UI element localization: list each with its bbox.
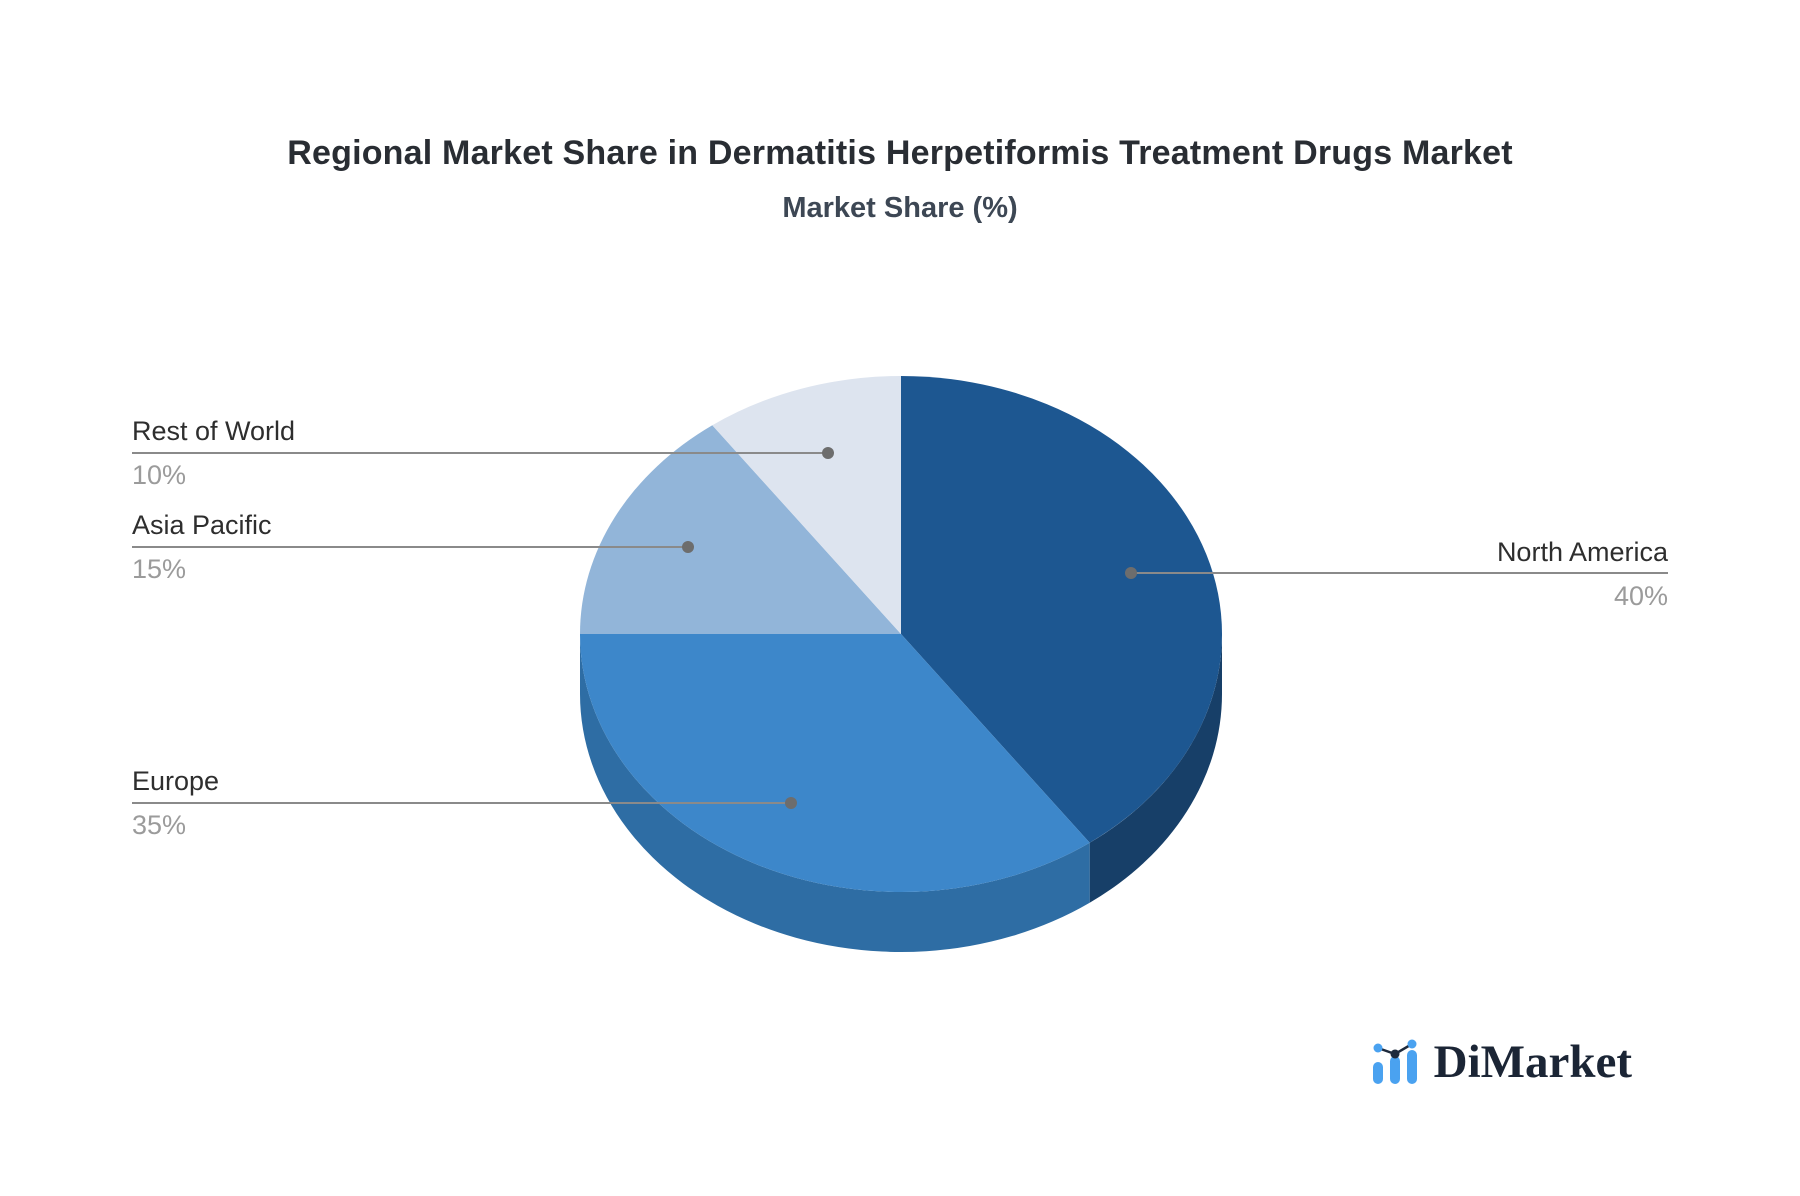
callout-europe: Europe 35% <box>132 765 219 841</box>
leader-dot-europe <box>785 797 797 809</box>
callout-label: Asia Pacific <box>132 510 272 540</box>
callout-label: Europe <box>132 766 220 796</box>
bar-line-chart-icon <box>1372 1039 1417 1084</box>
callout-north-america: North America 40% <box>1497 536 1668 612</box>
callout-percent: 35% <box>132 810 187 840</box>
pie-slice-europe[interactable] <box>580 634 1090 893</box>
callout-label: Rest of World <box>132 416 296 446</box>
chart-title: Regional Market Share in Dermatitis Herp… <box>287 134 1513 172</box>
callout-percent: 10% <box>132 460 187 490</box>
leader-dot-north-america <box>1125 567 1137 579</box>
callout-percent: 15% <box>132 554 187 584</box>
logo-text: DiMarket <box>1433 1036 1632 1088</box>
chart-subtitle: Market Share (%) <box>782 192 1018 224</box>
callout-percent: 40% <box>1613 581 1668 611</box>
pie-3d-sides <box>580 634 1222 953</box>
callout-asia-pacific: Asia Pacific 15% <box>132 509 272 585</box>
pie-slice-side-north-america <box>1089 634 1222 903</box>
callout-leader-lines <box>132 447 1668 809</box>
dimarket-logo: DiMarket <box>1371 1036 1632 1088</box>
callout-label: North America <box>1496 537 1668 567</box>
leader-dot-asia-pacific <box>682 541 694 553</box>
pie-slice-rest-of-world[interactable] <box>712 376 901 634</box>
pie-slice-north-america[interactable] <box>901 376 1223 843</box>
leader-dot-rest-of-world <box>822 447 834 459</box>
pie-slice-asia-pacific[interactable] <box>580 425 901 634</box>
callout-rest-of-world: Rest of World 10% <box>132 415 295 491</box>
pie-slice-side-europe <box>580 634 1090 953</box>
pie-slices <box>580 376 1223 893</box>
